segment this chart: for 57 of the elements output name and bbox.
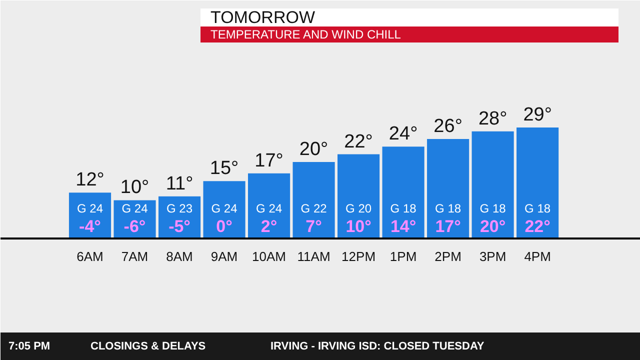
data-label: 22° <box>344 131 373 152</box>
annotation: G 24 <box>77 202 104 216</box>
x-tick-label: 11AM <box>297 249 330 264</box>
x-tick-label: 3PM <box>479 249 506 264</box>
annotation: -6° <box>124 217 146 236</box>
annotation: G 18 <box>480 202 506 216</box>
bar <box>248 173 290 238</box>
annotation: G 18 <box>390 202 417 216</box>
annotation: 20° <box>480 217 506 236</box>
x-tick-label: 7AM <box>121 249 148 264</box>
x-tick-label: 9AM <box>210 249 238 264</box>
annotation: G 23 <box>166 202 193 216</box>
annotation: 22° <box>524 217 551 236</box>
text: CLOSINGS & DELAYS <box>90 340 206 352</box>
bar <box>338 154 380 238</box>
annotation: 14° <box>390 217 416 236</box>
bar <box>382 146 424 238</box>
x-tick-label: 1PM <box>390 249 417 264</box>
x-tick-label: 4PM <box>524 249 551 264</box>
annotation: 17° <box>435 217 462 236</box>
bar <box>292 162 335 238</box>
annotation: 2° <box>260 217 278 236</box>
data-label: 11° <box>166 173 194 194</box>
annotation: G 18 <box>524 202 551 216</box>
data-label: 12° <box>76 170 104 191</box>
annotation: -5° <box>168 217 191 236</box>
x-tick-label: 2PM <box>434 249 462 264</box>
annotation: 10° <box>346 217 372 236</box>
annotation: G 24 <box>211 202 238 216</box>
bar <box>472 131 514 238</box>
chart-title: TOMORROW <box>210 8 316 27</box>
bar <box>516 128 559 238</box>
bar <box>427 138 470 238</box>
data-label: 15° <box>210 158 239 180</box>
annotation: G 20 <box>346 202 372 216</box>
data-label: 24° <box>388 124 418 145</box>
text: IRVING - IRVING ISD: CLOSED TUESDAY <box>270 340 485 352</box>
data-label: 10° <box>120 177 150 198</box>
x-tick-label: 10AM <box>252 249 286 264</box>
annotation: 0° <box>216 217 233 236</box>
data-label: 17° <box>254 150 284 172</box>
text: 7:05 PM <box>8 340 50 352</box>
annotation: G 22 <box>300 202 328 216</box>
data-label: 20° <box>299 138 328 160</box>
x-tick-label: 8AM <box>166 249 193 264</box>
data-label: 26° <box>434 116 462 137</box>
data-label: 29° <box>523 104 552 126</box>
data-label: 28° <box>478 108 508 130</box>
annotation: 7° <box>306 217 322 236</box>
x-tick-label: 6AM <box>76 249 104 264</box>
bar <box>203 181 246 238</box>
annotation: -4° <box>79 217 102 236</box>
annotation: G 24 <box>122 202 148 216</box>
x-tick-label: 12PM <box>342 249 376 264</box>
annotation: G 18 <box>435 202 462 216</box>
annotation: G 24 <box>256 202 282 216</box>
chart-subtitle: TEMPERATURE AND WIND CHILL <box>210 28 402 42</box>
